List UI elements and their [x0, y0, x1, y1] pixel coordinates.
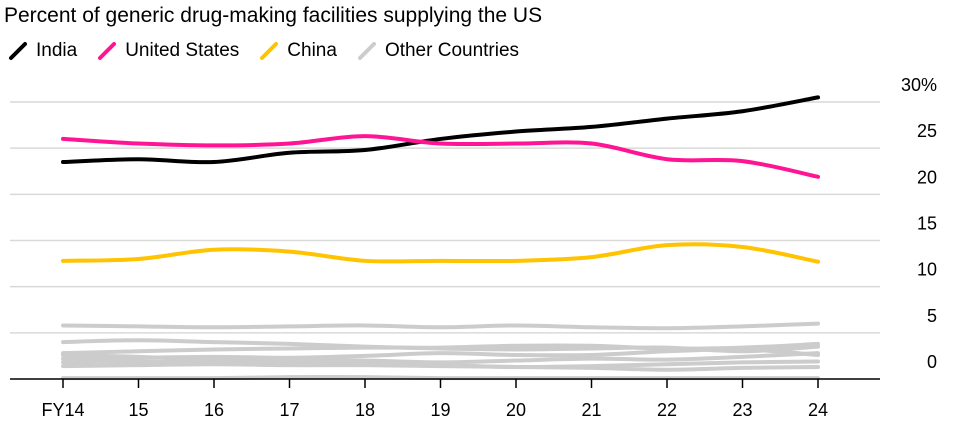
x-tick-label: 18 — [355, 400, 375, 420]
chart-title: Percent of generic drug-making facilitie… — [4, 4, 543, 27]
x-tick-label: 23 — [732, 400, 752, 420]
x-tick-label: 24 — [808, 400, 828, 420]
legend-item-united-states: United States — [97, 40, 239, 62]
legend-swatch-other-countries — [357, 42, 376, 60]
series-line-other-country — [61, 362, 820, 372]
x-tick-label: 16 — [204, 400, 224, 420]
x-tick-label: 22 — [657, 400, 677, 420]
legend-item-india: India — [8, 40, 77, 62]
series-line-india — [61, 95, 820, 165]
series-line-other-countries — [61, 321, 820, 331]
y-tick-label: 15 — [917, 214, 937, 234]
legend-label-india: India — [36, 40, 78, 61]
legend-label-united-states: United States — [125, 40, 240, 61]
legend-swatch-united-states — [98, 42, 117, 60]
legend-item-other-countries: Other Countries — [357, 40, 519, 62]
y-tick-label: 20 — [917, 167, 937, 187]
x-tick-label: 21 — [581, 400, 601, 420]
legend-item-china: China — [259, 40, 337, 62]
y-tick-label: 5 — [927, 306, 937, 326]
y-tick-label: 30% — [901, 75, 937, 95]
legend-label-china: China — [287, 40, 337, 61]
y-tick-label: 10 — [917, 260, 937, 280]
series-line-other-country — [61, 375, 820, 381]
series-line-other-country — [61, 351, 820, 365]
legend-label-other-countries: Other Countries — [384, 40, 520, 61]
x-tick-label: FY14 — [41, 400, 84, 420]
y-tick-label: 25 — [917, 121, 937, 141]
legend-swatch-china — [260, 42, 279, 60]
legend-swatch-india — [9, 42, 27, 60]
x-tick-label: 19 — [430, 400, 450, 420]
series-line-united-states — [61, 134, 820, 179]
x-tick-label: 15 — [128, 400, 148, 420]
x-tick-label: 17 — [279, 400, 299, 420]
legend: India United States China Other Countrie… — [8, 40, 539, 62]
y-tick-label: 0 — [927, 352, 937, 372]
series-line-china — [61, 242, 820, 264]
x-tick-label: 20 — [506, 400, 526, 420]
